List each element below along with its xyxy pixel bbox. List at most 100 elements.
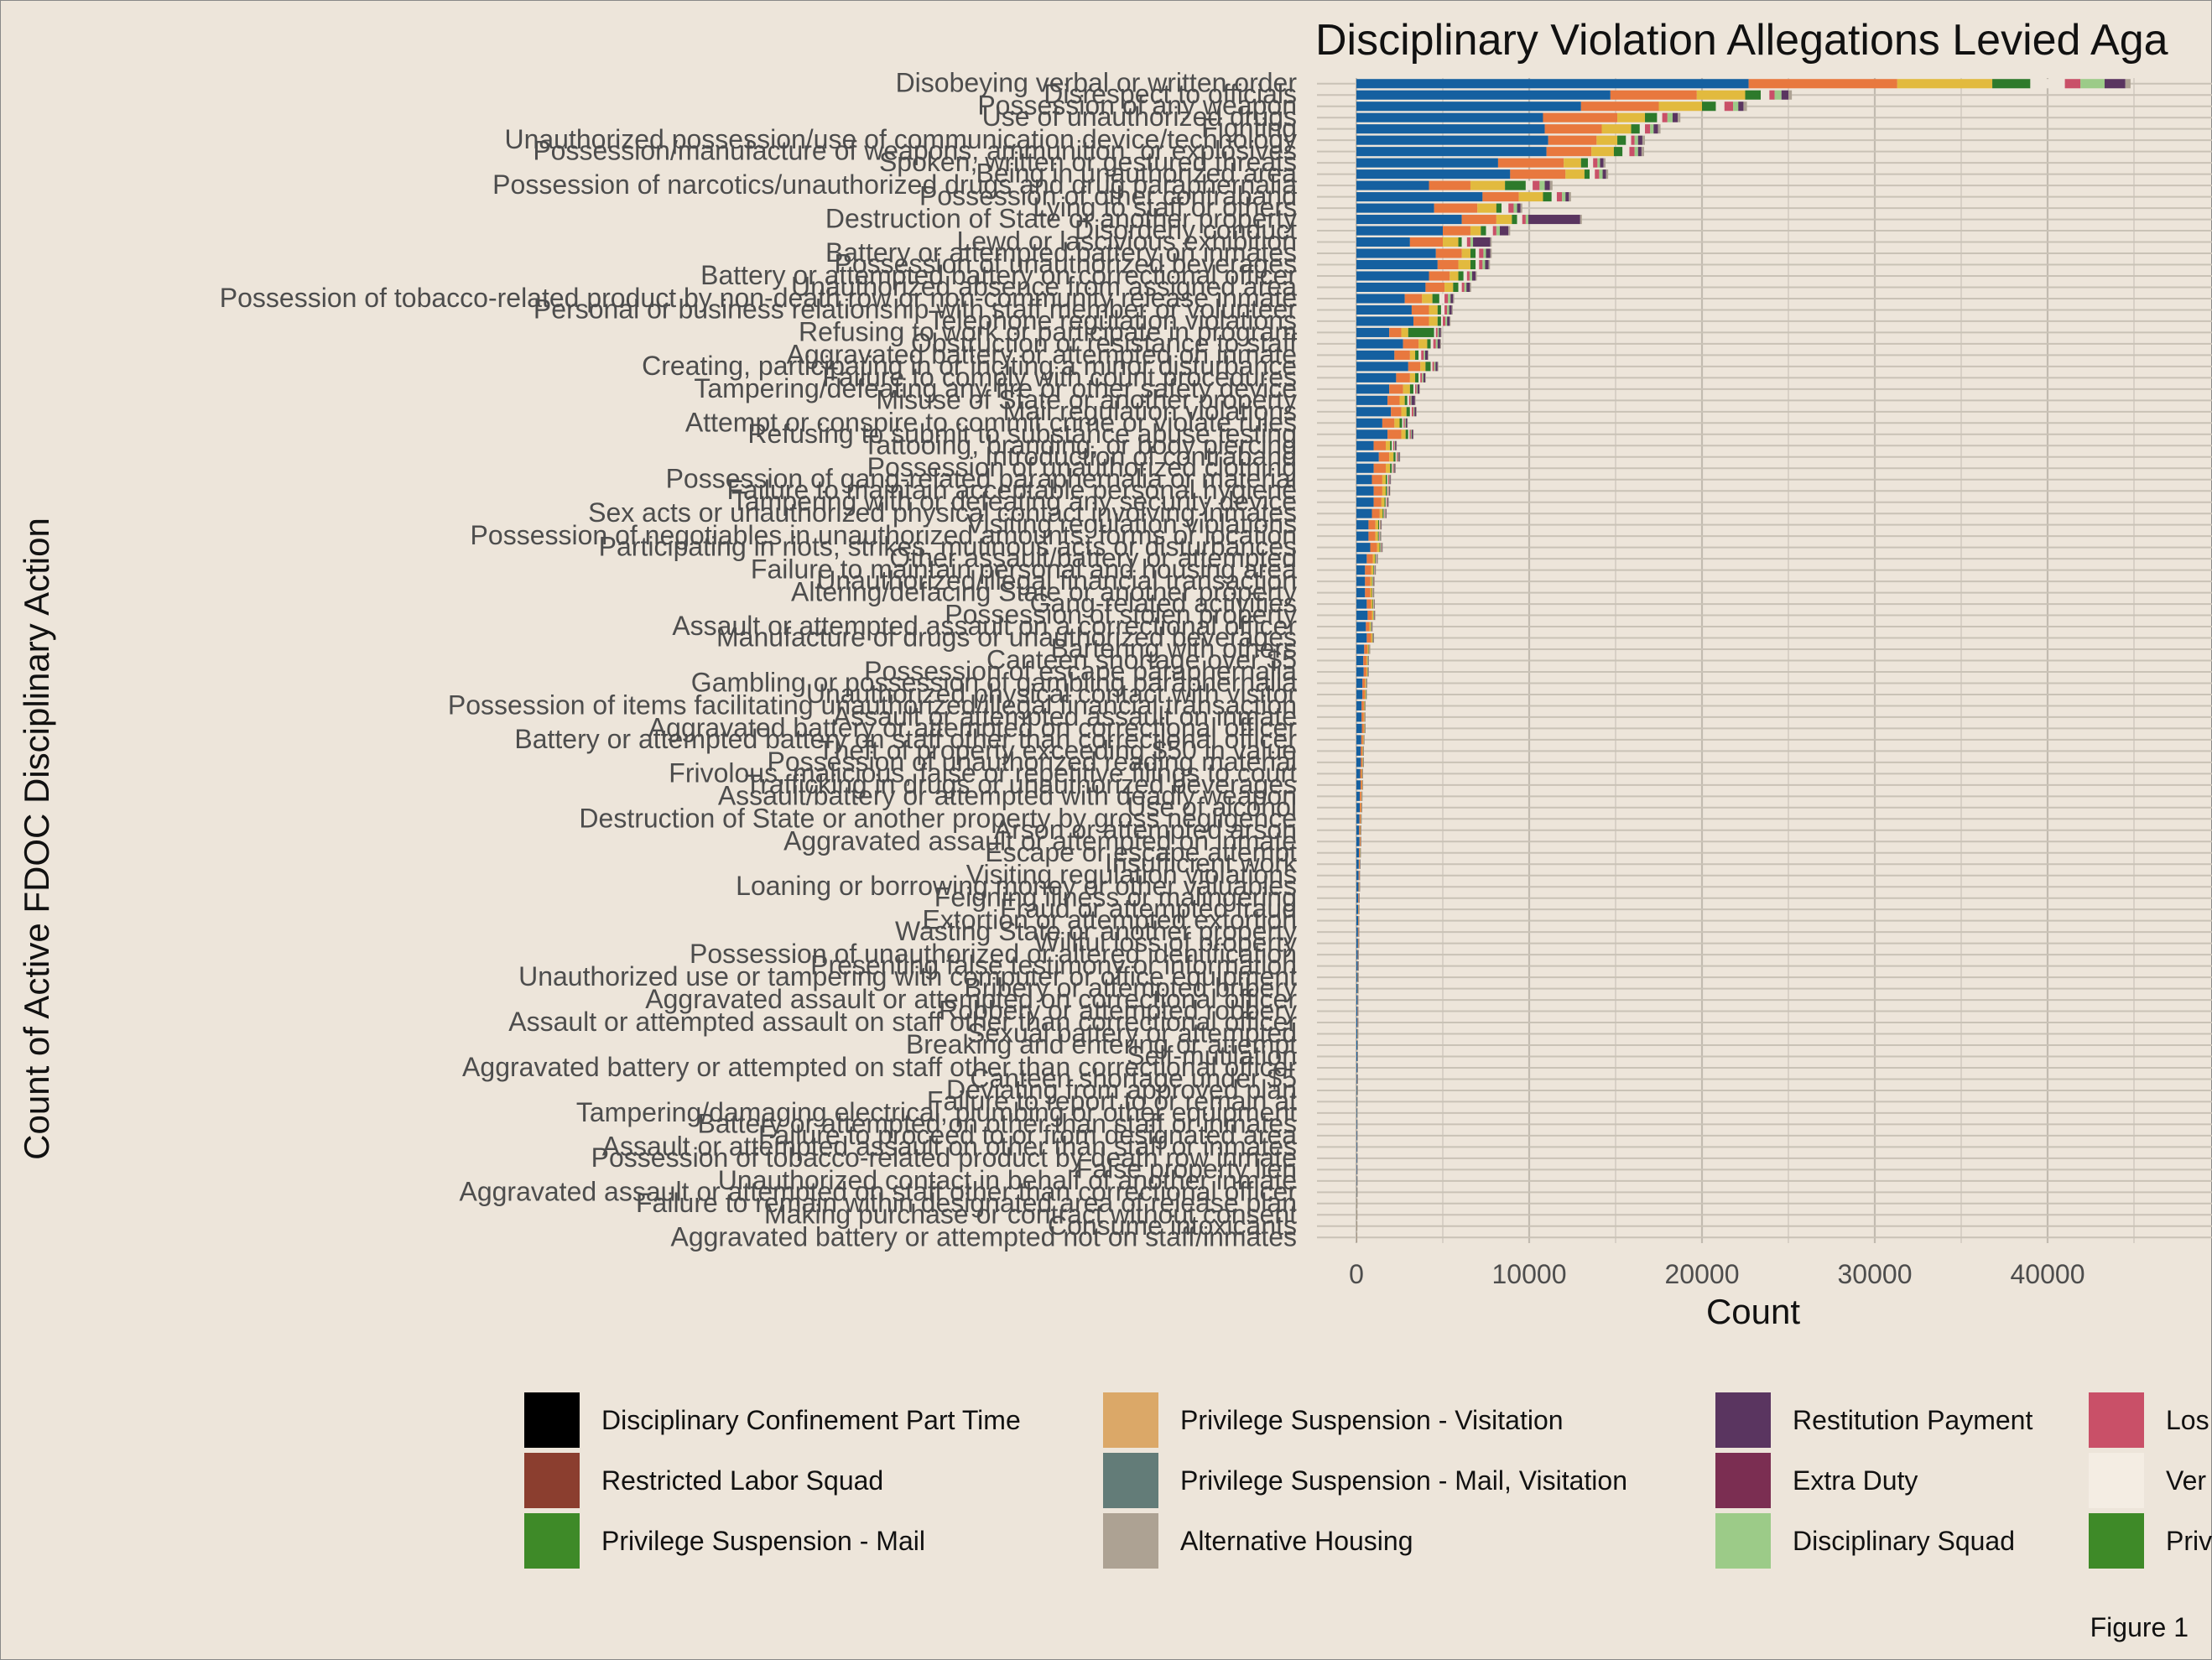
bar-segment-17-7 bbox=[1472, 271, 1476, 281]
bar-segment-15-7 bbox=[1486, 248, 1491, 258]
bar-segment-25-6 bbox=[1434, 362, 1436, 372]
bar-segment-36-8 bbox=[1389, 486, 1391, 496]
bar-segment-52-2 bbox=[1366, 667, 1368, 677]
bar-segment-90-0 bbox=[1356, 1096, 1357, 1106]
bar-segment-17-0 bbox=[1356, 271, 1429, 281]
bar-segment-10-7 bbox=[1565, 192, 1569, 202]
y-tick-label-21: Telephone regulation violations bbox=[929, 305, 1297, 336]
bar-segment-18-4 bbox=[1458, 282, 1462, 293]
legend-swatch bbox=[2089, 1392, 2144, 1448]
legend-swatch bbox=[1715, 1513, 1771, 1569]
y-tick-label-90: Failure to report to or remain at bbox=[927, 1085, 1297, 1116]
bar-segment-33-6 bbox=[1397, 452, 1399, 462]
bar-segment-44-0 bbox=[1356, 576, 1366, 586]
bar-segment-57-8 bbox=[1365, 723, 1366, 733]
bar-segment-11-7 bbox=[1517, 203, 1521, 213]
y-tick-label-29: Mail regulation violations bbox=[1003, 396, 1297, 426]
bar-segment-33-0 bbox=[1356, 452, 1379, 462]
bar-segment-97-0 bbox=[1356, 1176, 1357, 1186]
bar-segment-30-4 bbox=[1402, 418, 1404, 428]
y-tick-label-19: Possession of tobacco-related product by… bbox=[220, 283, 1297, 313]
bar-segment-6-3 bbox=[1613, 147, 1623, 157]
bar-segment-83-8 bbox=[1357, 1017, 1359, 1028]
y-tick-label-25: Creating, participating in or inciting a… bbox=[642, 351, 1297, 381]
legend-item-6: Restitution Payment bbox=[1715, 1392, 2032, 1448]
bar-segment-50-8 bbox=[1369, 644, 1371, 654]
bar-segment-20-7 bbox=[1449, 304, 1452, 315]
y-tick-label-78: Presenting false testimony or informatio… bbox=[810, 950, 1297, 981]
bar-segment-4-0 bbox=[1356, 124, 1545, 134]
y-tick-label-13: Disorderly conduct bbox=[1075, 215, 1297, 245]
bar-segment-32-6 bbox=[1394, 440, 1396, 450]
bar-segment-10-2 bbox=[1518, 192, 1543, 202]
bar-segment-81-1 bbox=[1357, 995, 1358, 1005]
bar-segment-91-8 bbox=[1356, 1108, 1358, 1118]
legend-label: Disciplinary Confinement Part Time bbox=[601, 1404, 1021, 1435]
bar-segment-54-1 bbox=[1362, 689, 1366, 700]
y-tick-label-93: Failure to proceed to or from designated… bbox=[758, 1120, 1297, 1150]
bar-segment-47-8 bbox=[1375, 611, 1376, 621]
bar-segment-57-0 bbox=[1356, 723, 1362, 733]
legend-label: Ver bbox=[2166, 1465, 2207, 1496]
bar-segment-8-7 bbox=[1602, 169, 1606, 180]
bar-segment-95-8 bbox=[1356, 1153, 1358, 1163]
bar-segment-41-4 bbox=[1380, 543, 1382, 553]
bar-segment-38-8 bbox=[1386, 508, 1387, 518]
bar-segment-46-1 bbox=[1366, 599, 1371, 609]
bar-segment-29-1 bbox=[1391, 407, 1402, 417]
bar-segment-24-2 bbox=[1409, 350, 1416, 360]
bar-segment-71-0 bbox=[1356, 882, 1359, 892]
bar-segment-3-0 bbox=[1356, 112, 1543, 122]
bar-segment-43-7 bbox=[1375, 565, 1376, 575]
legend-item-5: Alternative Housing bbox=[1103, 1513, 1413, 1569]
bar-segment-28-0 bbox=[1356, 395, 1388, 405]
bar-segment-93-0 bbox=[1356, 1131, 1357, 1141]
legend-swatch bbox=[1715, 1392, 1771, 1448]
bar-segment-13-4 bbox=[1486, 226, 1493, 236]
bar-segment-52-1 bbox=[1363, 667, 1366, 677]
bar-segment-78-8 bbox=[1358, 961, 1359, 971]
bar-segment-64-2 bbox=[1361, 803, 1362, 813]
bar-segment-39-0 bbox=[1356, 520, 1369, 530]
y-tick-label-66: Arson or attempted arson bbox=[994, 814, 1297, 845]
bar-segment-7-2 bbox=[1564, 158, 1581, 168]
bar-segment-74-1 bbox=[1358, 916, 1359, 926]
bar-segment-15-3 bbox=[1470, 248, 1476, 258]
bar-segment-3-2 bbox=[1617, 112, 1646, 122]
bar-segment-36-3 bbox=[1386, 486, 1387, 496]
bar-segment-28-6 bbox=[1410, 395, 1412, 405]
y-tick-label-44: Unauthorized/illegal financial transacti… bbox=[816, 565, 1297, 596]
bar-segment-6-6 bbox=[1634, 147, 1638, 157]
bar-segment-56-1 bbox=[1361, 712, 1364, 722]
bar-segment-35-2 bbox=[1382, 475, 1387, 485]
bar-segment-70-1 bbox=[1358, 871, 1360, 881]
bar-segment-75-0 bbox=[1356, 927, 1358, 937]
y-tick-label-65: Destruction of State or another property… bbox=[579, 803, 1297, 833]
bar-segment-29-7 bbox=[1414, 407, 1417, 417]
bar-segment-30-7 bbox=[1405, 418, 1408, 428]
bar-segment-12-0 bbox=[1356, 215, 1462, 225]
bar-segment-72-1 bbox=[1358, 893, 1359, 903]
bar-segment-55-0 bbox=[1356, 700, 1362, 710]
legend-item-2: Privilege Suspension - Mail bbox=[524, 1513, 925, 1569]
bar-segment-61-2 bbox=[1361, 768, 1362, 778]
bar-segment-32-0 bbox=[1356, 440, 1374, 450]
bar-segment-49-1 bbox=[1366, 633, 1371, 643]
bar-segment-52-0 bbox=[1356, 667, 1364, 677]
bar-segment-53-2 bbox=[1365, 678, 1366, 688]
bar-segment-17-2 bbox=[1450, 271, 1459, 281]
bar-segment-84-8 bbox=[1357, 1028, 1359, 1039]
y-tick-label-76: Willful loss of property bbox=[1034, 928, 1297, 958]
bar-segment-61-1 bbox=[1360, 768, 1362, 778]
y-tick-label-69: Insufficient work bbox=[1105, 848, 1298, 878]
bar-segment-64-0 bbox=[1356, 803, 1361, 813]
bar-segment-43-3 bbox=[1372, 565, 1374, 575]
bar-segment-101-8 bbox=[1356, 1221, 1358, 1231]
bar-segment-21-5 bbox=[1443, 316, 1446, 326]
bar-segment-23-4 bbox=[1430, 339, 1434, 349]
bar-segment-32-3 bbox=[1390, 440, 1392, 450]
bar-segment-44-6 bbox=[1373, 576, 1375, 586]
bar-segment-9-5 bbox=[1533, 180, 1540, 190]
bar-segment-6-5 bbox=[1629, 147, 1635, 157]
